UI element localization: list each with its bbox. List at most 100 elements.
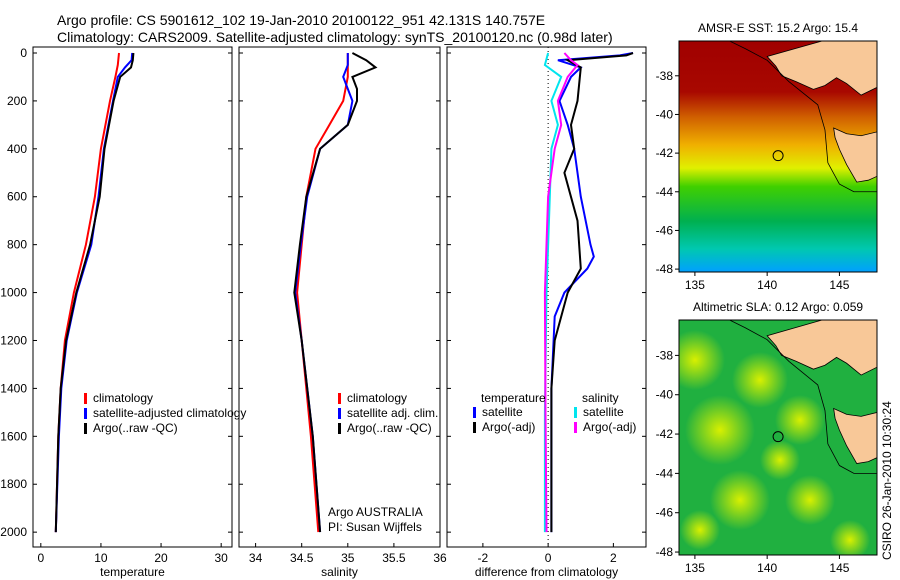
- sst-map-xtick-label: 140: [757, 278, 777, 292]
- sla-anomaly-patch: [785, 475, 835, 525]
- diff-legend-salinity-swatch: [574, 422, 577, 433]
- salinity-xlabel: salinity: [321, 565, 358, 579]
- salinity-axes-box: [238, 46, 441, 548]
- temperature-xtick-label: 0: [37, 551, 44, 565]
- salinity-xtick-label: 34.5: [290, 551, 314, 565]
- sst-map-ytick-label: -38: [656, 69, 674, 83]
- depth-tick-label: 1400: [0, 381, 27, 395]
- sla-map-xtick-label: 145: [829, 561, 849, 575]
- difference-series-salinity-argo-adj-: [543, 52, 579, 533]
- diff-legend-temperature-label: Argo(-adj): [482, 420, 535, 434]
- sst-map-ytick-label: -42: [656, 146, 674, 160]
- sla-map-ytick-label: -42: [656, 427, 674, 441]
- salinity-xtick-label: 34: [249, 551, 263, 565]
- timestamp-stamp: CSIRO 26-Jan-2010 10:30:24: [880, 401, 894, 560]
- salinity-legend-label: Argo(..raw -QC): [347, 421, 432, 435]
- temperature-xtick-label: 20: [154, 551, 168, 565]
- salinity-series-argo-raw-qc-: [293, 52, 378, 533]
- sla-anomaly-patch: [679, 330, 725, 390]
- sst-map-frame: [678, 40, 878, 273]
- figure-title-line1: Argo profile: CS 5901612_102 19-Jan-2010…: [57, 12, 546, 28]
- salinity-legend-swatch: [338, 408, 341, 419]
- depth-tick-label: 600: [7, 190, 27, 204]
- annotation-line1: Argo AUSTRALIA: [328, 505, 423, 519]
- salinity-xtick-label: 36: [433, 551, 447, 565]
- sla-anomaly-patch: [760, 440, 800, 480]
- sla-map-xtick-label: 140: [757, 561, 777, 575]
- difference-series-temperature-argo-adj-: [550, 52, 634, 533]
- diff-legend-temperature-label: satellite: [482, 405, 523, 419]
- sla-map-frame: [678, 319, 878, 556]
- depth-tick-label: 0: [20, 46, 27, 60]
- depth-tick-label: 200: [7, 94, 27, 108]
- temperature-legend-swatch: [84, 423, 87, 434]
- tasmania: [833, 127, 877, 183]
- bathymetry-contour: [729, 320, 877, 474]
- sla-anomaly-patch: [830, 520, 870, 555]
- temperature-legend-label: climatology: [93, 391, 153, 405]
- sla-anomaly-patch: [775, 395, 825, 445]
- sst-map-ytick-label: -44: [656, 185, 674, 199]
- depth-tick-label: 2000: [0, 525, 27, 539]
- sst-map-xtick-label: 135: [685, 278, 705, 292]
- diff-legend-temperature-title: temperature: [481, 391, 546, 405]
- temperature-legend-swatch: [84, 393, 87, 404]
- sla-anomaly-patch: [685, 395, 755, 465]
- bathymetry-contour: [729, 41, 877, 193]
- sla-map-ytick-label: -46: [656, 506, 674, 520]
- sla-map-field: [679, 320, 877, 555]
- sla-map-xtick-label: 135: [685, 561, 705, 575]
- sst-map-title: AMSR-E SST: 15.2 Argo: 15.4: [698, 21, 858, 35]
- difference-xtick-label: -2: [478, 551, 489, 565]
- temperature-legend-label: satellite-adjusted climatology: [93, 406, 246, 420]
- diff-legend-salinity-swatch: [574, 407, 577, 418]
- difference-xtick-label: 2: [610, 551, 617, 565]
- temperature-xtick-label: 10: [94, 551, 108, 565]
- diff-legend-salinity-title: salinity: [582, 391, 619, 405]
- salinity-legend-swatch: [338, 423, 341, 434]
- sla-anomaly-patch: [710, 470, 770, 530]
- diff-legend-salinity-label: Argo(-adj): [583, 420, 636, 434]
- depth-tick-label: 1600: [0, 429, 27, 443]
- sst-map-ytick-label: -46: [656, 223, 674, 237]
- sla-map-ytick-label: -38: [656, 348, 674, 362]
- figure-title-line2: Climatology: CARS2009. Satellite-adjuste…: [57, 29, 613, 45]
- sla-anomaly-patch: [680, 510, 720, 550]
- depth-tick-label: 1000: [0, 286, 27, 300]
- sla-anomaly-patch: [732, 352, 788, 408]
- sla-map-ytick-label: -40: [656, 388, 674, 402]
- difference-series-temperature-satellite: [550, 52, 634, 533]
- depth-tick-label: 400: [7, 142, 27, 156]
- sla-map-ytick-label: -48: [656, 545, 674, 559]
- difference-xlabel: difference from climatology: [475, 565, 618, 579]
- depth-tick-label: 1200: [0, 333, 27, 347]
- difference-xtick-label: 0: [545, 551, 552, 565]
- sst-map-xtick-label: 145: [829, 278, 849, 292]
- annotation-line2: PI: Susan Wijffels: [328, 520, 422, 534]
- temperature-legend-swatch: [84, 408, 87, 419]
- depth-tick-label: 800: [7, 238, 27, 252]
- diff-legend-salinity-label: satellite: [583, 405, 624, 419]
- temperature-legend-label: Argo(..raw -QC): [93, 421, 178, 435]
- argo-float-marker: [772, 431, 784, 443]
- tasmania: [833, 407, 877, 464]
- sst-map-ytick-label: -48: [656, 262, 674, 276]
- salinity-legend-label: satellite adj. clim.: [347, 406, 438, 420]
- temperature-series-argo-raw-qc-: [54, 52, 135, 533]
- salinity-legend-swatch: [338, 393, 341, 404]
- sla-map-ytick-label: -44: [656, 466, 674, 480]
- australia-mainland: [766, 41, 877, 96]
- argo-float-marker: [772, 150, 784, 162]
- salinity-xtick-label: 35: [341, 551, 355, 565]
- temperature-axes-box: [32, 46, 233, 548]
- sst-map-ytick-label: -40: [656, 107, 674, 121]
- temperature-xtick-label: 30: [214, 551, 228, 565]
- sla-map-title: Altimetric SLA: 0.12 Argo: 0.059: [693, 300, 863, 314]
- salinity-legend-label: climatology: [347, 391, 407, 405]
- diff-legend-temperature-swatch: [473, 422, 476, 433]
- salinity-xtick-label: 35.5: [382, 551, 406, 565]
- temperature-xlabel: temperature: [100, 565, 165, 579]
- depth-tick-label: 1800: [0, 477, 27, 491]
